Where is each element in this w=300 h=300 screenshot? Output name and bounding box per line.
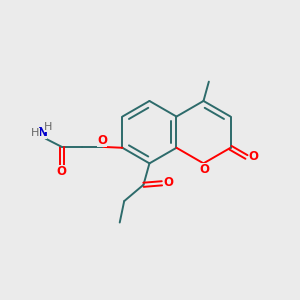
- Text: O: O: [249, 150, 259, 163]
- Text: O: O: [56, 165, 67, 178]
- Text: H: H: [31, 128, 40, 138]
- Text: N: N: [38, 125, 47, 139]
- Text: O: O: [164, 176, 174, 189]
- Text: O: O: [97, 134, 107, 147]
- Text: H: H: [44, 122, 52, 132]
- Text: O: O: [200, 163, 210, 176]
